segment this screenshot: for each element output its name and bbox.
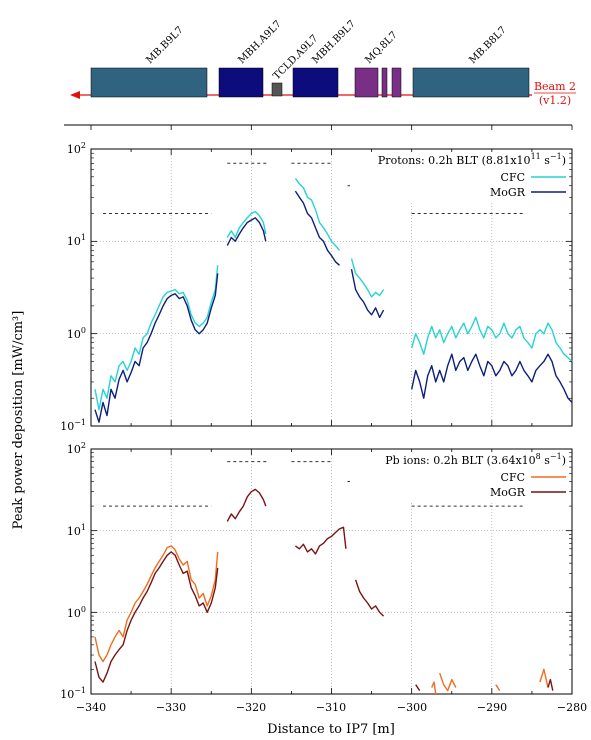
x-tick-labels: −340 −330 −320 −310 −300 −290 −280 [76,701,587,714]
series-line-mogr [294,190,340,266]
y-ticks: 102 101 100 10−1 [60,141,572,433]
y-tick-label: 101 [67,523,86,538]
legend-label: MoGR [490,486,526,499]
x-tick-label: −340 [76,701,106,714]
x-axis-label: Distance to IP7 [m] [267,722,395,737]
series-line-mogr [354,579,385,617]
x-tick-label: −280 [557,701,587,714]
annotation: Pb ions: 0.2h BLT (3.64x108 s−1) [385,452,566,467]
series-line-cfc [94,545,219,663]
element-label: MB.B9L7 [144,25,185,66]
y-tick-label: 10−1 [60,686,86,701]
y-tick-label: 10−1 [60,418,86,433]
reference-lines [103,461,524,507]
series-line-cfc [94,265,219,411]
element-mbh-a9l7 [218,67,264,98]
beam-arrow-icon [70,91,80,99]
element-label: MB.B8L7 [467,25,508,66]
y-tick-label: 100 [67,326,86,341]
x-tick-label: −320 [236,701,266,714]
element-label: MBH.A9L7 [236,19,283,66]
series-line-cfc [539,668,549,688]
series-line-mogr [294,526,347,555]
series-line-cfc [411,316,573,363]
x-tick-label: −300 [397,701,427,714]
element-label: MQ.8L7 [363,30,399,66]
y-tick-label: 100 [67,605,86,620]
y-tick-label: 101 [67,233,86,248]
x-tick-label: −290 [477,701,507,714]
x-tick-label: −310 [316,701,346,714]
element-mbh-b9l7 [292,67,339,98]
reference-lines [103,162,524,215]
legend-label: MoGR [490,186,526,199]
layout-scale [64,124,573,130]
series-line-cfc [226,210,267,239]
series-line-cfc [439,672,457,692]
series-line-mogr [411,353,573,403]
legend: Protons: 0.2h BLT (8.81x1011 s−1) CFC Mo… [350,152,568,202]
series-line-cfc [431,681,437,695]
element-mq-8l7 [354,67,402,98]
y-ticks: 102 101 100 10−1 [60,441,572,701]
x-ticks [90,149,573,426]
grid [91,449,572,694]
series-line-mogr [94,551,219,683]
layout-diagram: MB.B9L7 MBH.A9L7 TCLD.A9L7 MBH.B9L7 MQ.8… [64,19,576,130]
annotation: Protons: 0.2h BLT (8.81x1011 s−1) [378,152,566,167]
series-line-mogr [415,684,421,691]
series-line-mogr [226,488,267,522]
series-line-mogr [94,273,219,423]
beam-label: Beam 2 [534,80,576,93]
series-line-mogr [226,217,267,246]
y-axis-label: Peak power deposition [mW/cm³] [11,311,26,530]
series-line-cfc [294,177,341,251]
series-line-mogr [350,268,385,319]
y-tick-label: 102 [67,441,86,456]
legend: Pb ions: 0.2h BLT (3.64x108 s−1) CFC MoG… [350,452,568,502]
series-line-cfc [495,684,501,691]
series-lines [94,488,554,695]
protons-plot: 102 101 100 10−1 Protons: 0.2h BLT (8.81… [60,141,573,433]
legend-label: CFC [501,171,525,184]
legend-label: CFC [501,471,525,484]
x-tick-label: −330 [156,701,186,714]
version-label: (v1.2) [539,94,571,107]
element-mb-b9l7 [90,67,208,98]
element-mb-b8l7 [412,67,530,98]
series-line-mogr [547,678,554,691]
series-lines [94,177,573,423]
series-line-cfc [350,258,385,298]
y-tick-label: 102 [67,141,86,156]
element-tcld-a9l7 [271,82,283,97]
pb-ions-plot: −340 −330 −320 −310 −300 −290 −280 102 1… [60,441,587,714]
